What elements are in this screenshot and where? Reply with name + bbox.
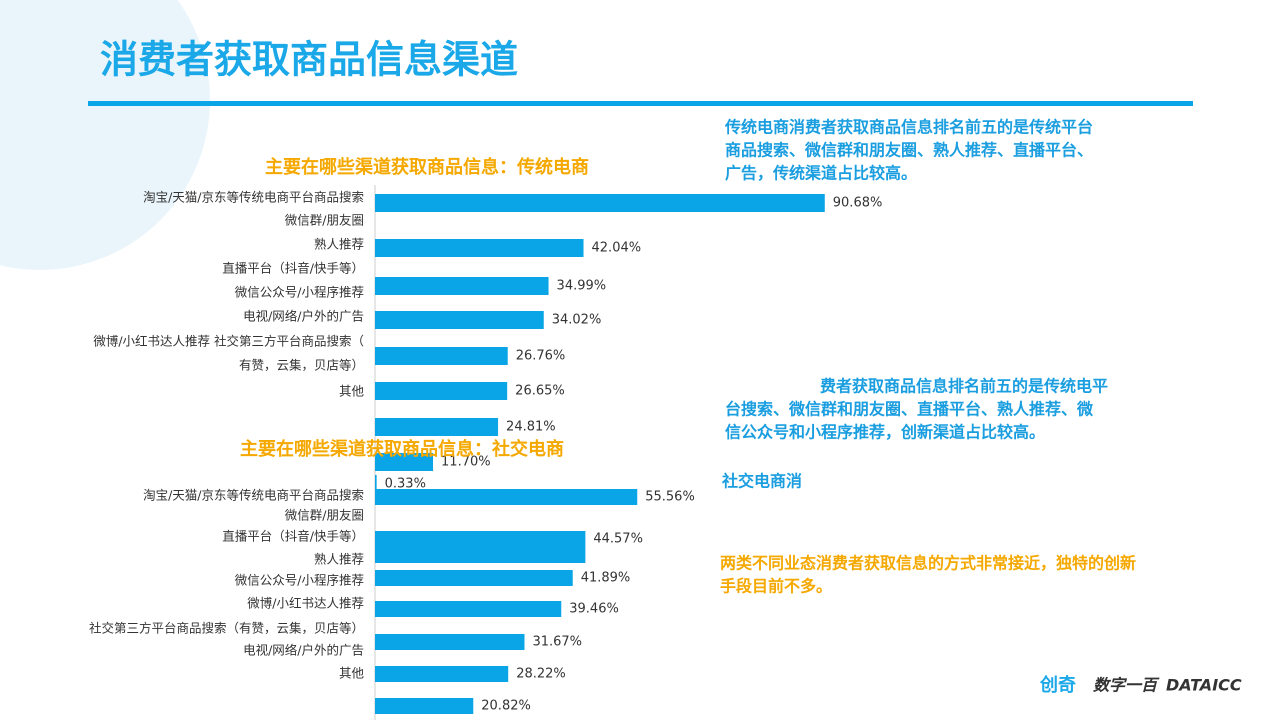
category-label: 其他	[339, 666, 365, 681]
category-label: 社交第三方平台商品搜索（有赞，云集，贝店等）	[89, 621, 364, 636]
bar	[375, 570, 573, 586]
value-label: 34.99%	[557, 279, 607, 294]
category-label: 淘宝/天猫/京东等传统电商平台商品搜索	[143, 190, 364, 205]
value-label: 28.22%	[516, 667, 566, 682]
chart-title: 主要在哪些渠道获取商品信息：社交电商	[240, 438, 564, 460]
category-label: 其他	[339, 384, 365, 399]
bar	[375, 666, 509, 682]
bar	[375, 194, 825, 212]
value-label: 26.76%	[516, 349, 566, 364]
category-label: 电视/网络/户外的广告	[243, 643, 364, 658]
note-line: 信公众号和小程序推荐，创新渠道占比较高。	[725, 423, 1045, 442]
bar	[375, 698, 474, 714]
category-label: 有赞，云集，贝店等）	[239, 358, 364, 373]
value-label: 26.65%	[515, 384, 565, 399]
category-label: 直播平台（抖音/快手等）	[222, 529, 364, 544]
value-label: 0.33%	[385, 477, 426, 492]
chart-title: 主要在哪些渠道获取商品信息：传统电商	[265, 156, 589, 178]
logo: 创奇	[1039, 674, 1076, 696]
value-label: 11.70%	[441, 455, 491, 470]
category-label: 熟人推荐	[314, 552, 364, 567]
note-line: 商品搜索、微信群和朋友圈、熟人推荐、直播平台、	[725, 141, 1093, 160]
bar	[375, 311, 544, 329]
category-label: 微信公众号/小程序推荐	[235, 285, 364, 300]
value-label: 24.81%	[506, 420, 556, 435]
logo: DATAICC	[1166, 676, 1242, 695]
value-label: 39.46%	[569, 602, 619, 617]
slide-title: 消费者获取商品信息渠道	[100, 38, 518, 82]
category-label: 直播平台（抖音/快手等）	[222, 261, 364, 276]
value-label: 44.57%	[593, 532, 643, 547]
note-line: 社交电商消	[721, 472, 802, 491]
bar	[375, 418, 499, 436]
category-label: 微信公众号/小程序推荐	[235, 573, 364, 588]
category-label: 微信群/朋友圈	[285, 508, 364, 523]
bar	[375, 489, 638, 505]
bar	[375, 382, 508, 400]
value-label: 42.04%	[592, 241, 642, 256]
bar	[375, 475, 377, 493]
bar	[375, 453, 434, 471]
value-label: 55.56%	[645, 490, 695, 505]
bar	[375, 531, 586, 563]
bar	[375, 634, 525, 650]
note-line: 费者获取商品信息排名前五的是传统电平	[820, 377, 1108, 396]
value-label: 90.68%	[833, 196, 883, 211]
category-label: 微信群/朋友圈	[285, 213, 364, 228]
logo: 数字一百	[1093, 676, 1160, 695]
note-line: 手段目前不多。	[720, 577, 832, 596]
value-label: 41.89%	[581, 571, 631, 586]
decor-circle	[0, 0, 210, 270]
category-label: 熟人推荐	[314, 237, 364, 252]
category-label: 电视/网络/户外的广告	[243, 309, 364, 324]
category-label: 淘宝/天猫/京东等传统电商平台商品搜索	[143, 488, 364, 503]
bar	[375, 347, 508, 365]
bar	[375, 239, 584, 257]
note-line: 台搜索、微信群和朋友圈、直播平台、熟人推荐、微	[725, 400, 1094, 419]
category-label: 微博/小红书达人推荐	[247, 596, 364, 611]
value-label: 31.67%	[532, 635, 582, 650]
value-label: 20.82%	[481, 699, 531, 714]
category-label: 微博/小红书达人推荐 社交第三方平台商品搜索（	[93, 334, 364, 349]
note-line: 两类不同业态消费者获取信息的方式非常接近，独特的创新	[720, 554, 1136, 573]
title-rule	[88, 101, 1193, 106]
value-label: 34.02%	[552, 313, 602, 328]
bar	[375, 601, 562, 617]
note-line: 广告，传统渠道占比较高。	[725, 164, 917, 183]
note-line: 传统电商消费者获取商品信息排名前五的是传统平台	[724, 118, 1093, 137]
bar	[375, 277, 549, 295]
